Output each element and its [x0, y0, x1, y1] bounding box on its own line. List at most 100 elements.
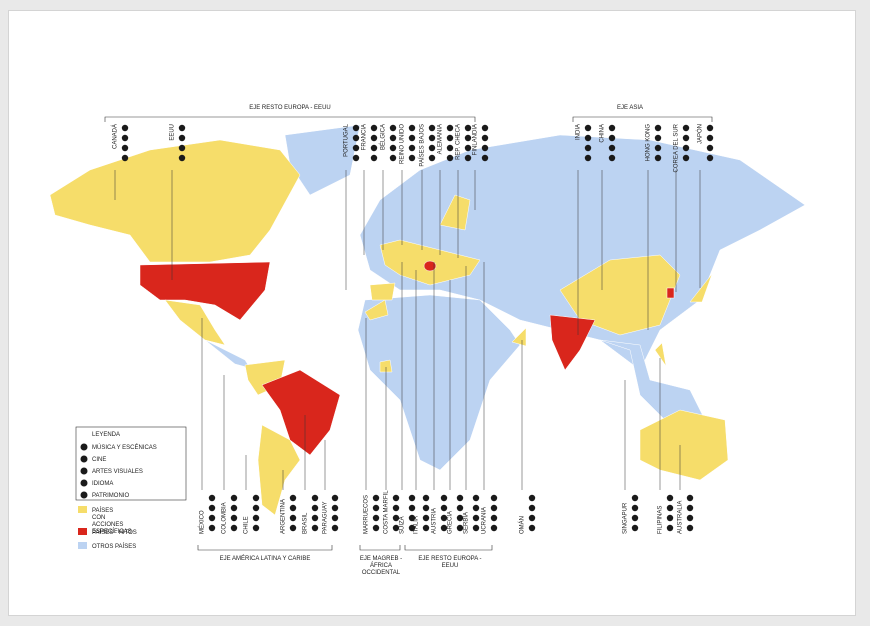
legend: LEYENDA MÚSICA Y ESCÉNICAS CINE ARTES VISU… — [75, 426, 187, 550]
activity-icon — [584, 124, 592, 132]
activity-icon — [682, 154, 690, 162]
activity-icon — [428, 134, 436, 142]
activity-icon — [230, 524, 238, 532]
activity-icon — [389, 134, 397, 142]
activity-icon — [422, 494, 430, 502]
country-label: CHINA — [600, 124, 606, 143]
canada — [49, 139, 301, 263]
activity-icon — [686, 494, 694, 502]
australia — [639, 409, 729, 481]
africa — [357, 294, 521, 471]
activity-icon — [208, 514, 216, 522]
legend-item: MÚSICA Y ESCÉNICAS — [92, 444, 157, 451]
korea — [666, 287, 675, 299]
country-label: MÉXICO — [199, 510, 206, 534]
activity-icon — [456, 494, 464, 502]
bracket — [104, 116, 476, 122]
india — [549, 314, 596, 371]
activity-icon — [528, 514, 536, 522]
legend-item: PAÍSES - HITOS — [92, 529, 137, 536]
activity-icon — [472, 524, 480, 532]
activity-icon — [584, 134, 592, 142]
country-label: OMÁN — [519, 516, 526, 534]
country-label: BRASIL — [303, 512, 309, 534]
activity-icon — [608, 124, 616, 132]
activity-icon — [584, 154, 592, 162]
activity-icon — [372, 514, 380, 522]
activity-icon — [608, 154, 616, 162]
activity-icon — [408, 524, 416, 532]
activity-icon — [666, 524, 674, 532]
activity-icon — [352, 134, 360, 142]
activity-icon — [464, 124, 472, 132]
activity-icon — [289, 504, 297, 512]
country-label: FILIPINAS — [658, 506, 664, 534]
activity-icon — [121, 144, 129, 152]
legend-icon — [80, 455, 88, 463]
activity-icon — [331, 524, 339, 532]
philippines — [654, 342, 667, 367]
activity-icon — [230, 494, 238, 502]
activity-icon — [311, 504, 319, 512]
activity-icon — [389, 154, 397, 162]
activity-icon — [682, 144, 690, 152]
activity-icon — [230, 514, 238, 522]
activity-icon — [208, 504, 216, 512]
ivory-coast — [379, 359, 393, 373]
activity-icon — [408, 504, 416, 512]
activity-icon — [289, 494, 297, 502]
activity-icon — [289, 514, 297, 522]
legend-swatch — [78, 542, 87, 549]
legend-box — [75, 426, 187, 501]
country-label: REP. CHECA — [456, 124, 462, 160]
activity-icon — [331, 514, 339, 522]
activity-icon — [654, 124, 662, 132]
activity-icon — [311, 514, 319, 522]
activity-icon — [456, 524, 464, 532]
activity-icon — [440, 494, 448, 502]
continents — [49, 124, 806, 516]
group-label: EJE AMÉRICA LATINA Y CARIBE — [219, 556, 311, 562]
bracket — [572, 116, 713, 122]
activity-icon — [252, 524, 260, 532]
activity-icon — [252, 504, 260, 512]
activity-icon — [490, 514, 498, 522]
legend-item: IDIOMA — [92, 481, 113, 487]
southern-cone — [257, 424, 301, 516]
activity-icon — [422, 514, 430, 522]
country-label: UCRANIA — [482, 507, 488, 534]
activity-icon — [440, 524, 448, 532]
central-america — [204, 339, 251, 369]
activity-icon — [631, 524, 639, 532]
activity-icon — [446, 154, 454, 162]
usa — [139, 261, 271, 321]
activity-icon — [584, 144, 592, 152]
group-label: EJE RESTO EUROPA - EEUU — [418, 556, 482, 569]
legend-icon — [80, 443, 88, 451]
country-label: AUSTRIA — [432, 508, 438, 534]
mexico — [164, 299, 226, 346]
activity-icon — [178, 154, 186, 162]
country-label: HONG KONG — [646, 124, 652, 162]
activity-icon — [331, 494, 339, 502]
country-label: MARRUECOS — [364, 495, 370, 534]
group-label: EJE ASIA — [616, 105, 643, 111]
activity-icon — [490, 494, 498, 502]
country-label: ITALIA — [414, 516, 420, 534]
activity-icon — [686, 514, 694, 522]
activity-icon — [490, 524, 498, 532]
japan — [689, 273, 713, 303]
activity-icon — [311, 524, 319, 532]
activity-icon — [706, 144, 714, 152]
activity-icon — [408, 134, 416, 142]
activity-icon — [408, 514, 416, 522]
legend-swatch — [78, 528, 87, 535]
activity-icon — [666, 494, 674, 502]
legend-item: OTROS PAÍSES — [92, 543, 136, 550]
activity-icon — [372, 524, 380, 532]
activity-icon — [682, 124, 690, 132]
activity-icon — [472, 514, 480, 522]
country-label: EEUU — [170, 124, 176, 141]
activity-icon — [706, 154, 714, 162]
